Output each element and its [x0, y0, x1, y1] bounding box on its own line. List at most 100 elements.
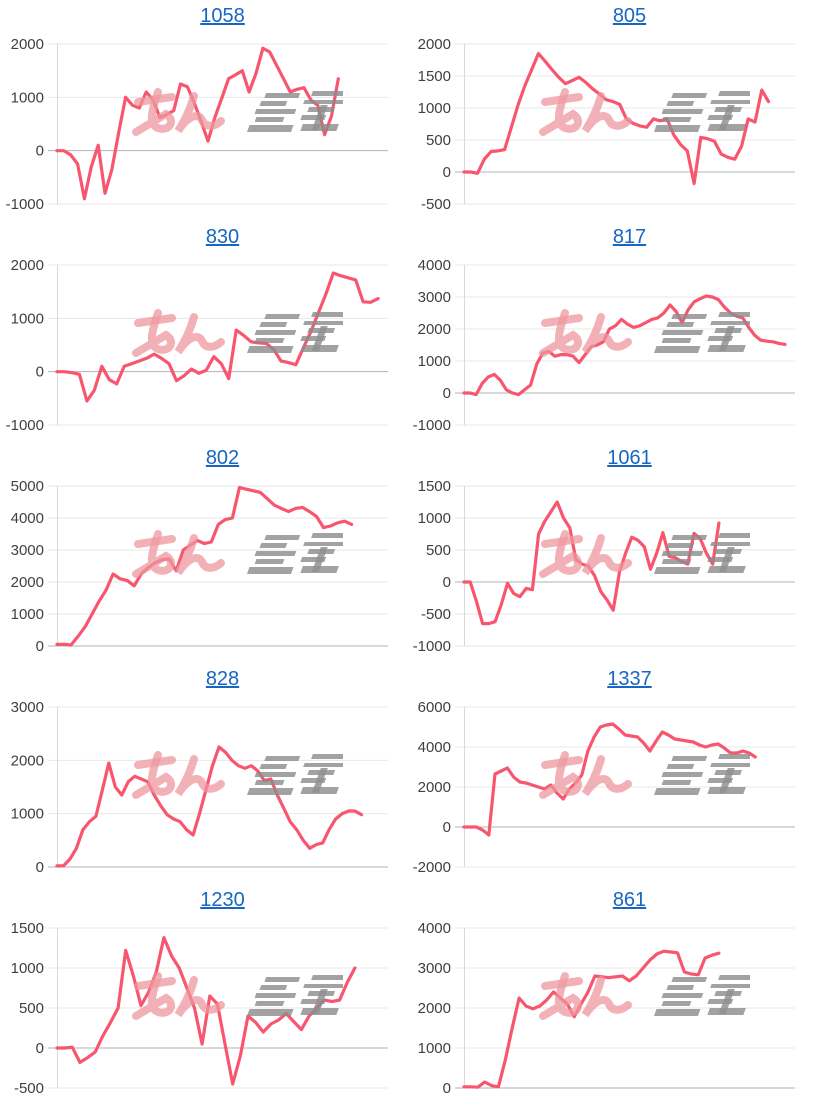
y-tick-label: 1000: [418, 1040, 451, 1057]
y-tick-label: -2000: [413, 859, 451, 876]
line-chart: 2000 1000 0 -1000: [0, 221, 407, 442]
chart-canvas: 6000 4000 2000 0 -2000: [413, 699, 795, 876]
y-tick-label: 2000: [11, 257, 44, 274]
chart-title-link[interactable]: 828: [205, 668, 240, 690]
y-tick-label: 0: [36, 143, 44, 160]
y-tick-label: 4000: [418, 920, 451, 937]
y-tick-label: 5000: [11, 478, 44, 495]
y-tick-label: 500: [426, 542, 451, 559]
y-tick-label: 500: [19, 1000, 44, 1017]
y-tick-label: -1000: [6, 196, 44, 213]
chart-cell: 802 5000 4000 3000 2000 1000 0: [0, 442, 407, 663]
y-tick-label: 1000: [11, 806, 44, 823]
chart-cell: 805 2000 1500 1000 500 0 -500: [407, 0, 814, 221]
chart-canvas: 4000 3000 2000 1000 0: [418, 920, 795, 1097]
y-tick-label: 2000: [418, 1000, 451, 1017]
chart-cell: 1061 1500 1000 500 0 -500 -1000: [407, 442, 814, 663]
y-tick-label: 2000: [11, 752, 44, 769]
y-tick-label: 0: [36, 364, 44, 381]
y-tick-label: 1000: [11, 606, 44, 623]
chart-title-link[interactable]: 805: [612, 5, 647, 27]
chart-title-link[interactable]: 1230: [200, 889, 245, 911]
y-tick-label: 4000: [418, 739, 451, 756]
chart-canvas: 3000 2000 1000 0: [11, 699, 388, 876]
line-chart: 2000 1000 0 -1000: [0, 0, 407, 221]
y-tick-label: 1000: [418, 100, 451, 117]
y-tick-label: 500: [426, 132, 451, 149]
line-chart: 1500 1000 500 0 -500: [0, 884, 407, 1105]
y-tick-label: 0: [36, 859, 44, 876]
line-chart: 5000 4000 3000 2000 1000 0: [0, 442, 407, 663]
y-tick-label: -500: [14, 1080, 44, 1097]
series-line: [55, 745, 364, 868]
chart-canvas: 2000 1500 1000 500 0 -500: [418, 36, 795, 213]
series-line: [55, 46, 340, 201]
chart-title-link[interactable]: 1061: [607, 447, 652, 469]
line-chart: 6000 4000 2000 0 -2000: [407, 663, 814, 884]
y-tick-label: -1000: [6, 417, 44, 434]
chart-title-link[interactable]: 1058: [200, 5, 245, 27]
y-tick-label: 2000: [11, 36, 44, 53]
y-tick-label: 0: [36, 638, 44, 655]
chart-canvas: 1500 1000 500 0 -500: [11, 920, 388, 1097]
y-tick-label: 0: [443, 819, 451, 836]
y-tick-label: 1500: [11, 920, 44, 937]
y-tick-label: -500: [421, 606, 451, 623]
chart-title-link[interactable]: 817: [612, 226, 647, 248]
series-line: [462, 949, 721, 1089]
series-line: [55, 935, 357, 1086]
chart-cell: 1337 6000 4000 2000 0 -2000: [407, 663, 814, 884]
y-tick-label: 1500: [418, 68, 451, 85]
y-tick-label: 2000: [418, 321, 451, 338]
chart-cell: 828 3000 2000 1000 0: [0, 663, 407, 884]
y-tick-label: 4000: [11, 510, 44, 527]
y-tick-label: 1000: [418, 353, 451, 370]
chart-canvas: 4000 3000 2000 1000 0 -1000: [413, 257, 795, 434]
line-chart: 4000 3000 2000 1000 0: [407, 884, 814, 1105]
series-line: [55, 271, 380, 403]
y-tick-label: 0: [443, 574, 451, 591]
y-tick-label: -500: [421, 196, 451, 213]
chart-cell: 1230 1500 1000 500 0 -500: [0, 884, 407, 1105]
chart-canvas: 2000 1000 0 -1000: [6, 257, 388, 434]
chart-cell: 1058 2000 1000 0 -1000: [0, 0, 407, 221]
y-tick-label: -1000: [413, 638, 451, 655]
y-tick-label: 1000: [418, 510, 451, 527]
chart-title-link[interactable]: 830: [205, 226, 240, 248]
series-line: [462, 294, 787, 397]
series-line: [55, 485, 354, 647]
line-chart: 1500 1000 500 0 -500 -1000: [407, 442, 814, 663]
chart-cell: 817 4000 3000 2000 1000 0 -1000: [407, 221, 814, 442]
series-line: [462, 500, 721, 626]
y-tick-label: 1000: [11, 89, 44, 106]
line-chart: 3000 2000 1000 0: [0, 663, 407, 884]
y-tick-label: 1500: [418, 478, 451, 495]
y-tick-label: 1000: [11, 960, 44, 977]
y-tick-label: 0: [36, 1040, 44, 1057]
y-tick-label: 3000: [418, 960, 451, 977]
chart-title-link[interactable]: 802: [205, 447, 240, 469]
y-tick-label: 2000: [11, 574, 44, 591]
chart-cell: 861 4000 3000 2000 1000 0: [407, 884, 814, 1105]
y-tick-label: 0: [443, 164, 451, 181]
chart-canvas: 5000 4000 3000 2000 1000 0: [11, 478, 388, 655]
chart-title-link[interactable]: 861: [612, 889, 647, 911]
y-tick-label: -1000: [413, 417, 451, 434]
y-tick-label: 3000: [11, 699, 44, 716]
y-tick-label: 6000: [418, 699, 451, 716]
y-tick-label: 4000: [418, 257, 451, 274]
line-chart: 4000 3000 2000 1000 0 -1000: [407, 221, 814, 442]
chart-title-link[interactable]: 1337: [607, 668, 652, 690]
chart-canvas: 2000 1000 0 -1000: [6, 36, 388, 213]
chart-cell: 830 2000 1000 0 -1000: [0, 221, 407, 442]
y-tick-label: 1000: [11, 310, 44, 327]
y-tick-label: 3000: [11, 542, 44, 559]
y-tick-label: 3000: [418, 289, 451, 306]
series-line: [462, 51, 771, 186]
y-tick-label: 2000: [418, 779, 451, 796]
chart-canvas: 1500 1000 500 0 -500 -1000: [413, 478, 795, 655]
y-tick-label: 2000: [418, 36, 451, 53]
series-line: [462, 722, 757, 837]
y-tick-label: 0: [443, 1080, 451, 1097]
